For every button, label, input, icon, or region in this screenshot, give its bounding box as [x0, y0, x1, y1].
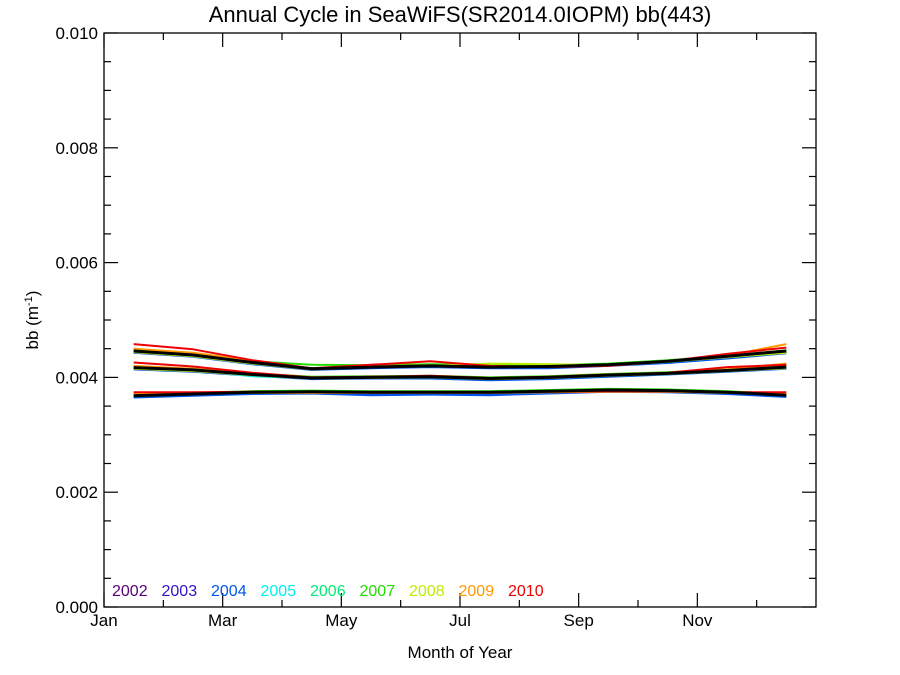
x-axis-label: Month of Year — [408, 643, 513, 662]
plot-frame — [103, 32, 817, 608]
y-tick-label: 0.010 — [55, 24, 98, 43]
series-line-2010-1 — [133, 343, 787, 370]
legend-entry-2002: 2002 — [112, 583, 148, 600]
mean-line-2 — [133, 365, 787, 380]
legend-entry-2005: 2005 — [261, 583, 297, 600]
x-tick-label: Sep — [564, 611, 594, 630]
legend-entry-2010: 2010 — [508, 583, 544, 600]
y-tick-label: 0.000 — [55, 598, 98, 617]
y-axis-label: bb (m-1) — [23, 291, 42, 350]
x-tick-label: Mar — [208, 611, 238, 630]
x-tick-label: May — [325, 611, 358, 630]
y-axis-label-main: bb (m — [23, 306, 42, 349]
legend-entry-2006: 2006 — [310, 583, 346, 600]
legend-entry-2009: 2009 — [459, 583, 495, 600]
mean-line-1 — [133, 349, 787, 371]
legend-entry-2008: 2008 — [409, 583, 445, 600]
x-tick-label: Jan — [90, 611, 117, 630]
y-tick-label: 0.006 — [55, 254, 98, 273]
y-axis-label-tail: ) — [23, 291, 42, 297]
y-tick-label: 0.004 — [55, 368, 98, 387]
legend-entry-2004: 2004 — [211, 583, 247, 600]
y-tick-label: 0.002 — [55, 483, 98, 502]
x-tick-label: Nov — [682, 611, 713, 630]
ticks-layer: 0.000 0.002 0.004 0.006 0.008 0.010 Jan Mar May J… — [55, 24, 816, 630]
x-tick-label: Jul — [449, 611, 471, 630]
legend: 2002 2003 2004 2005 2006 2007 2008 2009 2010 — [112, 583, 544, 600]
legend-entry-2007: 2007 — [360, 583, 396, 600]
legend-entry-2003: 2003 — [162, 583, 198, 600]
mean-line-3 — [133, 388, 787, 398]
y-tick-label: 0.008 — [55, 139, 98, 158]
chart-title: Annual Cycle in SeaWiFS(SR2014.0IOPM) bb… — [209, 2, 712, 27]
series-layer — [133, 343, 787, 399]
y-axis-label-sup: -1 — [23, 296, 35, 306]
